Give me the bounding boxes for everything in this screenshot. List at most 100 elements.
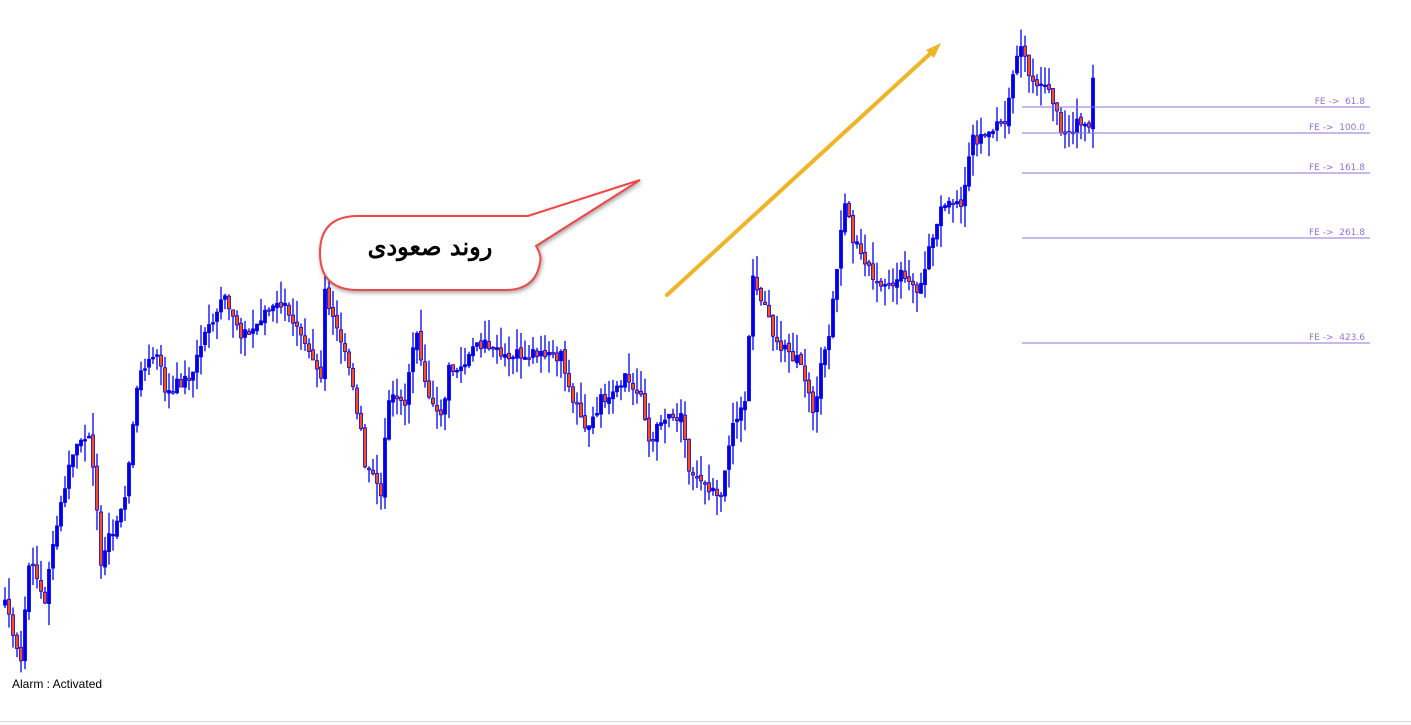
bearish-candle <box>35 564 39 580</box>
alarm-status: Alarm : Activated <box>12 677 103 691</box>
bullish-candle <box>963 184 967 207</box>
bullish-candle <box>467 354 471 366</box>
bullish-candle <box>883 284 887 287</box>
bearish-candle <box>439 409 443 416</box>
bullish-candle <box>1043 84 1047 88</box>
bearish-candle <box>479 340 483 350</box>
bullish-candle <box>47 568 51 605</box>
bullish-candle <box>3 599 7 606</box>
bullish-candle <box>223 295 227 300</box>
bullish-candle <box>747 336 751 402</box>
bearish-candle <box>279 302 283 308</box>
bearish-candle <box>719 494 723 498</box>
bearish-candle <box>903 270 907 279</box>
bullish-candle <box>203 331 207 346</box>
bullish-candle <box>119 508 123 523</box>
bullish-candle <box>899 269 903 282</box>
bullish-candle <box>255 323 259 332</box>
bullish-candle <box>447 364 451 401</box>
bullish-candle <box>591 416 595 429</box>
bullish-candle <box>151 356 155 360</box>
bullish-candle <box>667 413 671 419</box>
bullish-candle <box>547 351 551 356</box>
bearish-candle <box>807 379 811 394</box>
bearish-candle <box>535 350 539 357</box>
bearish-candle <box>555 352 559 362</box>
bullish-candle <box>659 422 663 426</box>
bearish-candle <box>695 476 699 479</box>
bearish-candle <box>647 417 651 442</box>
bullish-candle <box>51 544 55 569</box>
bearish-candle <box>951 202 955 205</box>
bearish-candle <box>811 391 815 413</box>
bearish-candle <box>803 365 807 382</box>
bullish-candle <box>191 371 195 381</box>
bearish-candle <box>403 399 407 406</box>
bullish-candle <box>183 375 187 388</box>
bearish-candle <box>327 287 331 310</box>
trend-arrow-icon <box>665 43 941 297</box>
bullish-candle <box>27 565 31 612</box>
bearish-candle <box>847 202 851 218</box>
bearish-candle <box>651 439 655 442</box>
bullish-candle <box>1015 55 1019 74</box>
bullish-candle <box>1075 118 1079 133</box>
bearish-candle <box>703 482 707 485</box>
bearish-candle <box>907 276 911 282</box>
bullish-candle <box>139 370 143 391</box>
bullish-candle <box>387 400 391 440</box>
bullish-candle <box>175 378 179 394</box>
fib-level-label: FE -> 61.8 <box>1315 97 1366 107</box>
bullish-candle <box>415 332 419 351</box>
bearish-candle <box>339 329 343 343</box>
bearish-candle <box>603 394 607 403</box>
bullish-candle <box>63 488 67 503</box>
bullish-candle <box>147 358 151 368</box>
bearish-candle <box>499 347 503 357</box>
bearish-candle <box>319 366 323 379</box>
bearish-candle <box>683 414 687 440</box>
bearish-candle <box>39 580 43 592</box>
bearish-candle <box>687 438 691 472</box>
bearish-candle <box>579 402 583 418</box>
bearish-candle <box>1031 75 1035 82</box>
bearish-candle <box>891 282 895 287</box>
bearish-candle <box>671 413 675 418</box>
bullish-candle <box>207 324 211 334</box>
bearish-candle <box>863 251 867 265</box>
bearish-candle <box>707 482 711 493</box>
bullish-candle <box>731 422 735 447</box>
bullish-candle <box>135 387 139 426</box>
bullish-candle <box>931 237 935 248</box>
bullish-candle <box>607 397 611 404</box>
bullish-candle <box>75 443 79 456</box>
bullish-candle <box>127 462 131 497</box>
bottom-divider <box>0 721 1411 722</box>
bearish-candle <box>315 360 319 370</box>
bearish-candle <box>351 367 355 388</box>
bullish-candle <box>111 533 115 537</box>
bearish-candle <box>759 287 763 302</box>
bullish-candle <box>1011 74 1015 99</box>
bearish-candle <box>799 354 803 366</box>
bearish-candle <box>1035 79 1039 87</box>
bearish-candle <box>43 591 47 604</box>
bearish-candle <box>91 434 95 468</box>
bearish-candle <box>583 415 587 429</box>
bullish-candle <box>455 370 459 373</box>
bearish-candle <box>235 315 239 326</box>
bullish-candle <box>71 454 75 468</box>
bullish-candle <box>839 229 843 269</box>
bearish-candle <box>423 361 427 382</box>
bullish-candle <box>723 470 727 497</box>
bullish-candle <box>855 241 859 245</box>
bullish-candle <box>167 390 171 394</box>
bullish-candle <box>143 368 147 371</box>
bullish-candle <box>83 439 87 442</box>
bearish-candle <box>331 307 335 317</box>
bullish-candle <box>927 246 931 270</box>
bullish-candle <box>1019 46 1023 57</box>
bullish-candle <box>115 520 119 537</box>
bullish-candle <box>619 385 623 388</box>
